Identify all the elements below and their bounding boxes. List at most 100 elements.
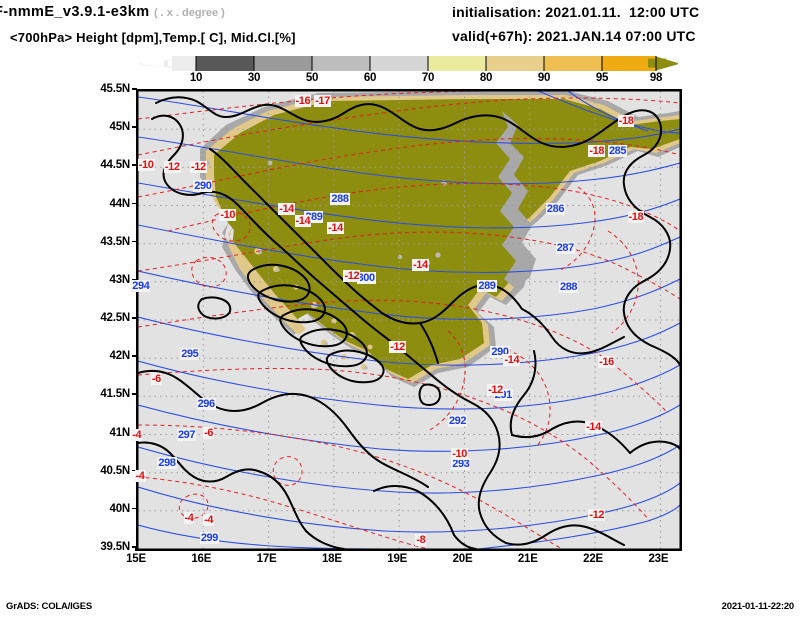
- height-contour-label-18: 300: [356, 272, 376, 285]
- footer-credit: GrADS: COLA/IGES: [6, 601, 93, 612]
- temp-contour-label-27: -4: [203, 513, 215, 526]
- temp-contour-label-4: -18: [627, 210, 645, 223]
- model-title-text: F-nmmE_v3.9.1-e3km: [0, 4, 150, 20]
- model-title: F-nmmE_v3.9.1-e3km ( . x . degree ): [0, 4, 225, 20]
- lat-tick: [132, 507, 137, 510]
- footer-timestamp: 2021-01-11-22:20: [721, 601, 795, 612]
- lat-tick: [132, 317, 137, 319]
- temp-contour-label-10: -14: [294, 214, 312, 227]
- temp-contour-label-21: -8: [415, 533, 427, 546]
- temp-contour-label-8: -10: [219, 209, 237, 222]
- lat-tick: [132, 88, 137, 90]
- lat-label-43N: 43N: [109, 273, 131, 286]
- colorbar-tick-60: 60: [363, 72, 377, 84]
- temp-contour-label-13: -12: [343, 269, 361, 282]
- colorbar-swatches: [136, 56, 678, 71]
- lat-label-40N: 40N: [109, 502, 131, 515]
- lon-label-15E: 15E: [126, 553, 146, 565]
- colorbar-tick-labels: 10 30 50 60 70 80 90 95 98: [136, 71, 678, 86]
- temp-contour-label-0: -16: [294, 94, 312, 107]
- lat-tick: [132, 126, 137, 128]
- lat-tick: [132, 469, 137, 472]
- lat-label-42N: 42N: [109, 350, 131, 363]
- coastline-borders: [138, 96, 680, 549]
- temp-contour-label-9: -14: [278, 202, 295, 215]
- lat-label-45.5N: 45.5N: [100, 83, 130, 95]
- lon-label-23E: 23E: [648, 553, 669, 565]
- temp-contour-label-11: -14: [327, 222, 344, 235]
- lat-tick: [132, 278, 137, 281]
- lon-label-18E: 18E: [321, 553, 342, 565]
- temp-contour-label-14: -12: [389, 340, 406, 353]
- colorbar-tick-30: 30: [247, 72, 261, 84]
- lat-tick: [132, 546, 137, 548]
- lon-label-21E: 21E: [517, 553, 538, 565]
- cloud-cover-colorbar: 10 30 50 60 70 80 90 95 98: [136, 56, 678, 86]
- colorbar-tick-95: 95: [595, 72, 609, 84]
- temp-contour-label-17: -12: [487, 384, 504, 397]
- level-subtitle: <700hPa> Height [dpm],Temp.[ C], Mid.Cl.…: [10, 30, 296, 45]
- lat-label-45N: 45N: [109, 121, 131, 134]
- height-contour-label-13: 295: [180, 347, 200, 360]
- lat-label-40.5N: 40.5N: [100, 464, 130, 477]
- height-contour-label-1: 286: [545, 202, 566, 215]
- height-contour-label-7: 290: [193, 180, 213, 193]
- lat-label-43.5N: 43.5N: [100, 235, 130, 248]
- lat-label-42.5N: 42.5N: [100, 312, 130, 324]
- map-canvas: [138, 91, 680, 549]
- temp-contour-label-22: -6: [150, 372, 162, 385]
- height-contour-label-2: 287: [555, 242, 575, 255]
- lat-label-41N: 41N: [109, 426, 131, 439]
- temp-contour-label-15: -14: [503, 354, 521, 367]
- lon-label-20E: 20E: [452, 553, 473, 565]
- temp-contour-label-24: -4: [131, 428, 143, 441]
- lat-tick: [132, 355, 137, 357]
- lon-label-19E: 19E: [387, 553, 408, 565]
- temp-contour-label-6: -12: [190, 161, 207, 174]
- temp-contour-label-7: -10: [137, 159, 155, 172]
- temp-contour-label-23: -6: [203, 426, 215, 439]
- height-contour-label-15: 297: [176, 428, 197, 441]
- colorbar-tick-50: 50: [305, 72, 319, 84]
- temp-contour-label-26: -4: [183, 512, 195, 525]
- height-contour-label-0: 285: [607, 144, 628, 157]
- valid-time: valid(+67h): 2021.JAN.14 07:00 UTC: [452, 28, 696, 44]
- colorbar-tick-98: 98: [649, 72, 663, 84]
- lat-label-44.5N: 44.5N: [100, 159, 130, 172]
- temp-contour-label-19: -10: [451, 447, 468, 460]
- colorbar-tick-70: 70: [421, 72, 435, 84]
- lat-label-39.5N: 39.5N: [100, 541, 130, 553]
- temp-contour-label-20: -12: [588, 508, 606, 521]
- temp-contour-label-1: -17: [314, 94, 331, 107]
- lat-label-41.5N: 41.5N: [100, 388, 130, 401]
- lon-label-16E: 16E: [191, 553, 212, 565]
- lon-tick: [135, 546, 137, 551]
- colorbar-tick-10: 10: [189, 72, 203, 84]
- height-contour-label-3: 288: [330, 193, 350, 206]
- height-contour-label-12: 294: [131, 279, 151, 292]
- temp-contour-label-12: -14: [412, 259, 429, 272]
- temp-contour-label-3: -18: [588, 144, 606, 157]
- height-contour-label-6: 289: [477, 279, 497, 292]
- lat-tick: [132, 240, 137, 243]
- temp-contour-label-5: -12: [163, 161, 181, 174]
- weather-map[interactable]: 2852862872882882892892902902912922932942…: [131, 89, 682, 551]
- temp-contour-label-16: -16: [598, 355, 615, 368]
- lat-tick: [132, 202, 137, 204]
- height-contour-label-17: 299: [199, 531, 219, 544]
- lat-label-44N: 44N: [109, 197, 131, 210]
- colorbar-tick-80: 80: [479, 72, 493, 84]
- lat-tick: [132, 393, 137, 395]
- temp-contour-label-18: -14: [585, 420, 602, 433]
- height-contour-label-4: 288: [558, 281, 579, 294]
- model-resolution-text: ( . x . degree ): [153, 7, 225, 19]
- lon-label-22E: 22E: [583, 553, 604, 565]
- colorbar-tick-90: 90: [537, 72, 551, 84]
- lat-tick: [132, 164, 137, 166]
- lon-label-17E: 17E: [256, 553, 277, 565]
- height-contour-label-14: 296: [196, 397, 216, 410]
- initialisation-time: initialisation: 2021.01.11. 12:00 UTC: [452, 4, 700, 20]
- height-contour-label-11: 293: [451, 457, 471, 470]
- temp-contour-label-25: -4: [134, 470, 146, 483]
- height-contour-label-16: 298: [157, 456, 177, 469]
